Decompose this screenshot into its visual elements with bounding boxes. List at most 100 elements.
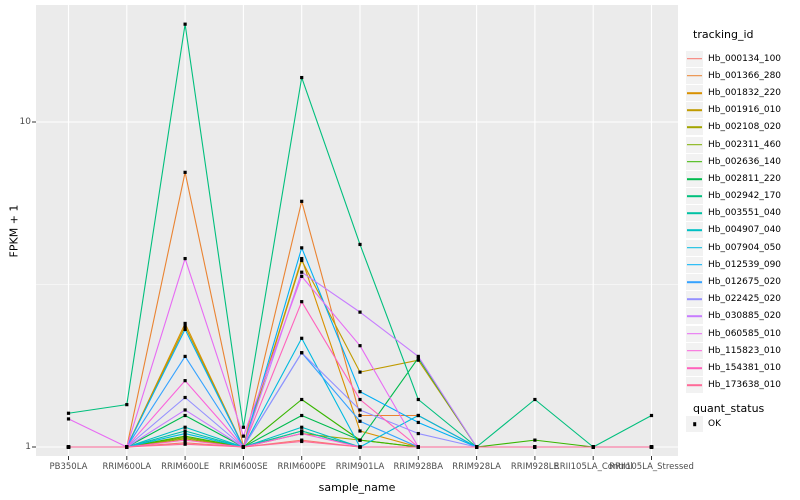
legend-key-swatch xyxy=(686,342,703,359)
legend-item-label: OK xyxy=(708,419,721,430)
legend-item-label: Hb_003551_040 xyxy=(708,208,782,219)
data-point xyxy=(300,431,304,436)
legend-line-icon xyxy=(687,384,702,386)
data-point xyxy=(183,438,187,442)
data-point xyxy=(183,395,187,400)
legend-key-swatch xyxy=(686,291,703,308)
data-point xyxy=(183,324,187,329)
legend-key-swatch xyxy=(686,188,703,205)
data-point xyxy=(475,445,479,449)
data-point xyxy=(300,274,304,278)
x-tick-label-RRII105LA_Stressed: RRII105LA_Stressed xyxy=(609,462,694,472)
legend-item-Hb_002108_020: Hb_002108_020 xyxy=(686,119,800,136)
data-point xyxy=(416,358,420,362)
legend-item-Hb_004907_040: Hb_004907_040 xyxy=(686,222,800,239)
data-point xyxy=(300,246,304,250)
x-tick-label-RRIM600SE: RRIM600SE xyxy=(219,462,268,472)
y-axis-title: FPKM + 1 xyxy=(7,204,21,258)
legend: tracking_id Hb_000134_100 Hb_001366_280 Hb… xyxy=(686,28,800,433)
data-point xyxy=(358,429,362,433)
data-point xyxy=(183,170,187,174)
data-point xyxy=(183,379,187,383)
data-point xyxy=(241,445,245,449)
data-point xyxy=(358,370,362,374)
data-point xyxy=(416,420,420,425)
data-point xyxy=(649,413,654,418)
legend-key-swatch xyxy=(686,170,703,187)
legend-line-icon xyxy=(687,195,702,197)
ok-key-swatch xyxy=(686,416,703,433)
legend-key-swatch xyxy=(686,308,703,325)
data-point xyxy=(416,445,420,449)
data-point xyxy=(300,270,304,274)
legend-key-swatch xyxy=(686,256,703,273)
data-point xyxy=(533,438,537,442)
data-point xyxy=(300,199,304,203)
panel-background xyxy=(36,5,678,456)
legend-item-Hb_030885_020: Hb_030885_020 xyxy=(686,308,800,325)
legend-line-icon xyxy=(687,126,702,129)
x-tick-label-RRIM928LA: RRIM928LA xyxy=(452,462,501,472)
legend-item-Hb_002811_220: Hb_002811_220 xyxy=(686,170,800,187)
data-point xyxy=(358,242,362,247)
data-point xyxy=(183,327,187,332)
data-point xyxy=(649,445,654,449)
legend-key-swatch xyxy=(686,67,703,84)
data-point xyxy=(241,434,245,438)
legend-line-icon xyxy=(687,229,702,232)
data-point xyxy=(183,425,187,429)
data-point xyxy=(300,397,304,402)
legend-key-swatch xyxy=(686,205,703,222)
legend-line-icon xyxy=(687,315,702,318)
data-point xyxy=(300,351,304,355)
legend-item-Hb_002942_170: Hb_002942_170 xyxy=(686,188,800,205)
x-tick-label-RRIM928LE: RRIM928LE xyxy=(510,462,559,472)
legend-item-Hb_012539_090: Hb_012539_090 xyxy=(686,256,800,273)
data-point xyxy=(358,419,362,423)
data-point xyxy=(358,397,362,402)
legend-item-Hb_003551_040: Hb_003551_040 xyxy=(686,205,800,222)
data-point xyxy=(533,445,537,449)
legend-line-icon xyxy=(687,178,702,180)
legend-key-swatch xyxy=(686,377,703,394)
legend-item-Hb_154381_010: Hb_154381_010 xyxy=(686,359,800,376)
data-point xyxy=(183,431,187,436)
data-point xyxy=(183,413,187,418)
x-tick-label-RRIM928BA: RRIM928BA xyxy=(393,462,444,472)
data-point xyxy=(66,417,71,421)
legend-line-icon xyxy=(687,92,702,94)
legend-item-label: Hb_001916_010 xyxy=(708,105,782,116)
legend-line-icon xyxy=(687,109,702,111)
data-point xyxy=(416,354,420,359)
legend-item-label: Hb_060585_010 xyxy=(708,328,782,339)
legend-item-Hb_001366_280: Hb_001366_280 xyxy=(686,67,800,84)
data-point xyxy=(358,445,362,449)
data-point xyxy=(300,413,304,418)
data-point xyxy=(183,321,187,326)
legend-item-label: Hb_004907_040 xyxy=(708,225,782,236)
legend-item-label: Hb_115823_010 xyxy=(708,345,782,356)
data-point xyxy=(358,390,362,394)
legend-key-swatch xyxy=(686,222,703,239)
x-tick-label-RRIM600LE: RRIM600LE xyxy=(161,462,210,472)
x-axis-title: sample_name xyxy=(318,481,396,494)
data-point xyxy=(125,403,129,407)
legend-item-label: Hb_002942_170 xyxy=(708,191,782,202)
data-point xyxy=(358,413,362,418)
data-point xyxy=(183,256,187,261)
data-point xyxy=(183,434,187,438)
legend-tracking-title: tracking_id xyxy=(693,28,754,41)
legend-item-Hb_001832_220: Hb_001832_220 xyxy=(686,84,800,101)
data-point xyxy=(416,413,420,418)
legend-series-rows: Hb_000134_100 Hb_001366_280 Hb_001832_220 H… xyxy=(686,50,800,394)
x-tick-label-RRII105LA_Control: RRII105LA_Control xyxy=(553,462,633,472)
legend-item-Hb_115823_010: Hb_115823_010 xyxy=(686,342,800,359)
data-point xyxy=(300,256,304,261)
legend-line-icon xyxy=(687,160,702,163)
data-point xyxy=(591,445,595,449)
legend-item-Hb_007904_050: Hb_007904_050 xyxy=(686,239,800,256)
data-point xyxy=(183,408,187,412)
legend-key-swatch xyxy=(686,274,703,291)
data-point xyxy=(300,425,304,429)
data-point xyxy=(358,438,362,442)
